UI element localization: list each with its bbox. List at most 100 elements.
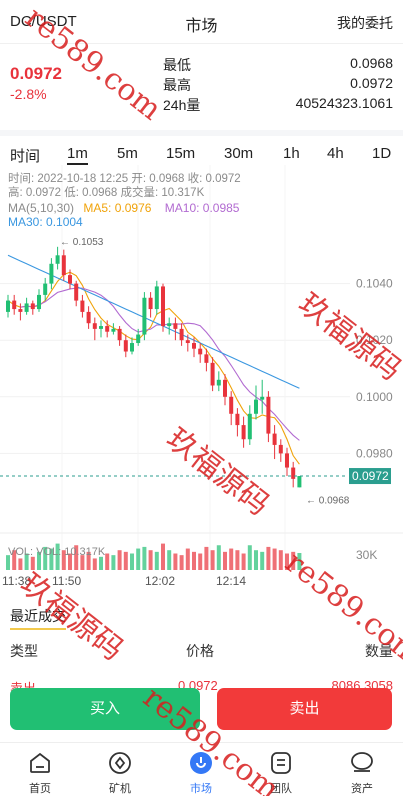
ma30-line: [7, 254, 300, 389]
candle-body: [24, 303, 29, 312]
volume-bar: [142, 546, 147, 570]
volume-bar: [43, 546, 48, 570]
x-tick-label: 12:02: [145, 574, 175, 588]
candle-body: [216, 379, 221, 386]
volume-bar: [179, 555, 184, 570]
candle-body: [260, 396, 265, 400]
volume-bar: [247, 545, 252, 570]
col-type: 类型: [10, 643, 38, 659]
candle-body: [272, 433, 277, 445]
my-orders-link[interactable]: 我的委托: [337, 15, 393, 31]
ma-legend: MA(5,10,30) MA5: 0.0976 MA10: 0.0985: [8, 201, 239, 215]
volume-bar: [6, 555, 10, 570]
y-tick-label: 0.1040: [356, 277, 393, 291]
kline-chart[interactable]: 0.1040 0.1020 0.1000 0.0980 ← 0.1053 ← 0.0968…: [0, 165, 403, 595]
volume-bar: [198, 553, 203, 570]
candle-info-line2: 高: 0.0972 低: 0.0968 成交量: 10.317K: [8, 187, 205, 199]
kline-svg[interactable]: 0.1040 0.1020 0.1000 0.0980 ← 0.1053 ← 0.0968…: [0, 165, 403, 595]
volume-label: VOL: VOL: 10.317K: [8, 546, 106, 558]
stat-volume: 24h量 40524323.1061: [163, 95, 393, 115]
recent-trades-tab[interactable]: 最近成交: [10, 606, 66, 630]
market-icon: [190, 752, 212, 774]
tab-1h[interactable]: 1h: [283, 145, 300, 162]
tab-home-label: 首页: [29, 783, 51, 795]
stat-high: 最高 0.0972: [163, 75, 393, 95]
tab-4h[interactable]: 4h: [327, 145, 344, 162]
tab-5m[interactable]: 5m: [117, 145, 138, 162]
volume-bar: [297, 553, 302, 570]
candle-body: [204, 354, 209, 363]
volume-bar: [278, 550, 283, 570]
candle-body: [99, 326, 103, 329]
tab-team-label: 团队: [270, 783, 292, 795]
volume-bar: [216, 545, 221, 570]
current-price-tag: [349, 468, 391, 485]
stat-high-value: 0.0972: [350, 75, 393, 91]
last-price: 0.0972: [10, 64, 62, 83]
tab-miner[interactable]: 矿机: [80, 743, 160, 796]
candle-body: [130, 343, 134, 352]
page-title: 市场: [185, 18, 218, 35]
tab-market[interactable]: 市场: [161, 743, 241, 796]
volume-bar: [86, 551, 91, 570]
tab-15m[interactable]: 15m: [166, 145, 196, 162]
tab-team[interactable]: 团队: [241, 743, 321, 796]
volume-bar: [291, 551, 296, 570]
volume-bar: [136, 548, 141, 570]
volume-bar: [229, 548, 234, 570]
buy-button[interactable]: 买入: [10, 688, 200, 730]
stat-low-label: 最低: [163, 57, 191, 73]
x-tick-label: 11:38: [2, 574, 31, 588]
miner-icon: [109, 752, 131, 774]
volume-bar: [266, 546, 271, 570]
candle-body: [12, 300, 17, 310]
volume-bar: [61, 550, 66, 570]
candle-body: [291, 467, 296, 479]
volume-bar: [241, 553, 246, 570]
pair-name[interactable]: DC/USDT: [10, 13, 77, 30]
candle-body: [68, 275, 72, 284]
volume-bar: [49, 548, 54, 570]
timeframe-bar: 时间 1m 5m 15m 30m 1h 4h 1D: [0, 130, 403, 165]
volume-bar: [130, 553, 134, 570]
candle-body: [61, 255, 66, 276]
stat-volume-value: 40524323.1061: [295, 95, 393, 111]
volume-bar: [12, 550, 17, 570]
volume-bar: [161, 543, 165, 570]
tab-home[interactable]: 首页: [0, 743, 80, 796]
volume-bar: [123, 551, 128, 570]
sell-button[interactable]: 卖出: [217, 688, 392, 730]
candle-info-line1: 时间: 2022-10-18 12:25 开: 0.0968 收: 0.0972: [8, 173, 241, 185]
candle-body: [247, 413, 252, 440]
tab-time[interactable]: 时间: [10, 148, 41, 165]
candle-body: [167, 323, 172, 327]
volume-bar: [192, 551, 196, 570]
col-price: 价格: [186, 643, 214, 659]
tab-assets-label: 资产: [351, 783, 373, 795]
tab-30m[interactable]: 30m: [224, 145, 254, 162]
candle-body: [278, 444, 283, 454]
x-tick-label: 11:50: [52, 574, 81, 588]
candle-body: [210, 362, 215, 386]
bottom-tab-bar: 首页 矿机 市场 团队 资产: [0, 742, 403, 796]
candle-body: [235, 413, 240, 426]
volume-bar: [105, 553, 110, 570]
candle-body: [30, 303, 35, 310]
ma30-value: MA30: 0.1004: [8, 215, 83, 229]
candle-body: [142, 297, 147, 335]
x-tick-label: 12:14: [216, 574, 246, 588]
candle-body: [297, 476, 302, 488]
tab-1m[interactable]: 1m: [67, 145, 88, 165]
volume-bar: [37, 551, 41, 570]
tab-1d[interactable]: 1D: [372, 145, 392, 162]
ma-label: MA(5,10,30): [8, 201, 75, 215]
candle-body: [117, 328, 122, 341]
stat-high-label: 最高: [163, 77, 191, 93]
volume-bar: [223, 551, 227, 570]
volume-bar: [148, 550, 153, 570]
candle-body: [43, 283, 48, 295]
candle-body: [37, 294, 41, 310]
candle-body: [136, 334, 141, 344]
tab-assets[interactable]: 资产: [322, 743, 402, 796]
volume-bar: [68, 553, 72, 570]
